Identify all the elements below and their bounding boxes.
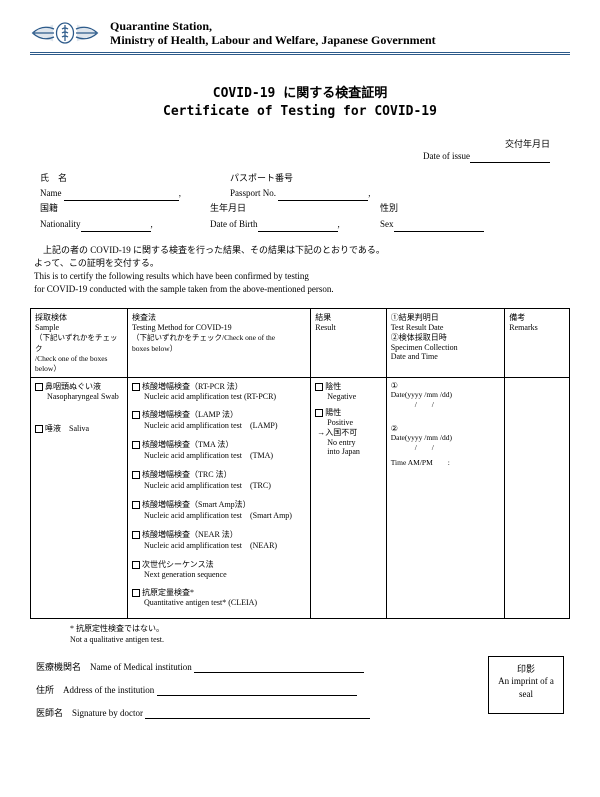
th-remark: 備考 Remarks bbox=[505, 309, 570, 378]
th-result: 結果 Result bbox=[311, 309, 386, 378]
th-sample: 採取検体 Sample （下記いずれかをチェック /Check one of t… bbox=[31, 309, 128, 378]
issue-date: 交付年月日 Date of issue bbox=[30, 139, 550, 162]
header: Quarantine Station, Ministry of Health, … bbox=[30, 18, 570, 55]
checkbox-near[interactable] bbox=[132, 531, 140, 539]
cell-method: 核酸増幅検査（RT-PCR 法）Nucleic acid amplificati… bbox=[128, 378, 311, 619]
name-en: Name bbox=[40, 188, 62, 198]
checkbox-ngs[interactable] bbox=[132, 561, 140, 569]
cell-sample: 鼻咽頭ぬぐい液Nasopharyngeal Swab 唾液 Saliva bbox=[31, 378, 128, 619]
checkbox-lamp[interactable] bbox=[132, 411, 140, 419]
inst-en: Name of Medical institution bbox=[90, 662, 192, 672]
dob-line bbox=[258, 222, 338, 232]
inst-line bbox=[194, 663, 364, 673]
cert-en1: This is to certify the following results… bbox=[34, 270, 566, 283]
nat-en: Nationality bbox=[40, 219, 81, 229]
sig-jp: 医師名 bbox=[36, 708, 63, 718]
issue-en: Date of issue bbox=[423, 151, 470, 161]
sig-line bbox=[145, 709, 370, 719]
certification-text: 上記の者の COVID-19 に関する検査を行った結果、その結果は下記のとおりで… bbox=[34, 244, 566, 296]
cert-jp1: 上記の者の COVID-19 に関する検査を行った結果、その結果は下記のとおりで… bbox=[34, 244, 566, 257]
nat-line bbox=[81, 222, 151, 232]
cert-en2: for COVID-19 conducted with the sample t… bbox=[34, 283, 566, 296]
passport-line bbox=[278, 191, 368, 201]
checkbox-tma[interactable] bbox=[132, 441, 140, 449]
checkbox-trc[interactable] bbox=[132, 471, 140, 479]
title-jp: COVID-19 に関する検査証明 bbox=[30, 85, 570, 103]
th-date: ①結果判明日 Test Result Date ②検体採取日時 Specimen… bbox=[386, 309, 505, 378]
title-block: COVID-19 に関する検査証明 Certificate of Testing… bbox=[30, 85, 570, 121]
addr-en: Address of the institution bbox=[63, 685, 154, 695]
cert-jp2: よって、この証明を交付する。 bbox=[34, 257, 566, 270]
checkbox-negative[interactable] bbox=[315, 383, 323, 391]
checkbox-antigen[interactable] bbox=[132, 589, 140, 597]
dob-jp: 生年月日 bbox=[210, 203, 246, 213]
title-en: Certificate of Testing for COVID-19 bbox=[30, 103, 570, 121]
checkbox-positive[interactable] bbox=[315, 409, 323, 417]
winged-staff-logo bbox=[30, 18, 100, 48]
issue-line bbox=[470, 162, 550, 163]
addr-line bbox=[157, 686, 357, 696]
name-line bbox=[64, 191, 179, 201]
cell-result: 陰性 Negative 陽性 Positive →入国不可 No entry i… bbox=[311, 378, 386, 619]
issue-jp: 交付年月日 bbox=[30, 139, 550, 151]
checkbox-rtpcr[interactable] bbox=[132, 383, 140, 391]
seal-box: 印影 An imprint of a seal bbox=[488, 656, 564, 714]
sex-line bbox=[394, 222, 484, 232]
cell-dates: ① Date(yyyy /mm /dd) / / ② Date(yyyy /mm… bbox=[386, 378, 505, 619]
org-line1: Quarantine Station, bbox=[110, 19, 436, 33]
certificate-page: Quarantine Station, Ministry of Health, … bbox=[0, 0, 600, 797]
checkbox-smartamp[interactable] bbox=[132, 501, 140, 509]
name-jp: 氏 名 bbox=[40, 173, 67, 183]
passport-jp: パスポート番号 bbox=[230, 173, 293, 183]
sex-en: Sex bbox=[380, 219, 394, 229]
results-table: 採取検体 Sample （下記いずれかをチェック /Check one of t… bbox=[30, 308, 570, 619]
sex-jp: 性別 bbox=[380, 203, 398, 213]
org-line2: Ministry of Health, Labour and Welfare, … bbox=[110, 33, 436, 47]
checkbox-saliva[interactable] bbox=[35, 425, 43, 433]
addr-jp: 住所 bbox=[36, 685, 54, 695]
th-method: 検査法 Testing Method for COVID-19 （下記いずれかを… bbox=[128, 309, 311, 378]
footnote: * 抗原定性検査ではない。 Not a qualitative antigen … bbox=[70, 623, 570, 645]
sig-en: Signature by doctor bbox=[72, 708, 143, 718]
inst-jp: 医療機関名 bbox=[36, 662, 81, 672]
organization-name: Quarantine Station, Ministry of Health, … bbox=[110, 19, 436, 48]
dob-en: Date of Birth bbox=[210, 219, 258, 229]
cell-remarks bbox=[505, 378, 570, 619]
checkbox-naso[interactable] bbox=[35, 383, 43, 391]
nat-jp: 国籍 bbox=[40, 203, 58, 213]
applicant-fields: 氏 名 パスポート番号 Name , Passport No. , 国籍 生年月… bbox=[40, 171, 560, 232]
footer: 医療機関名 Name of Medical institution 住所 Add… bbox=[36, 660, 564, 719]
passport-en: Passport No. bbox=[230, 188, 276, 198]
